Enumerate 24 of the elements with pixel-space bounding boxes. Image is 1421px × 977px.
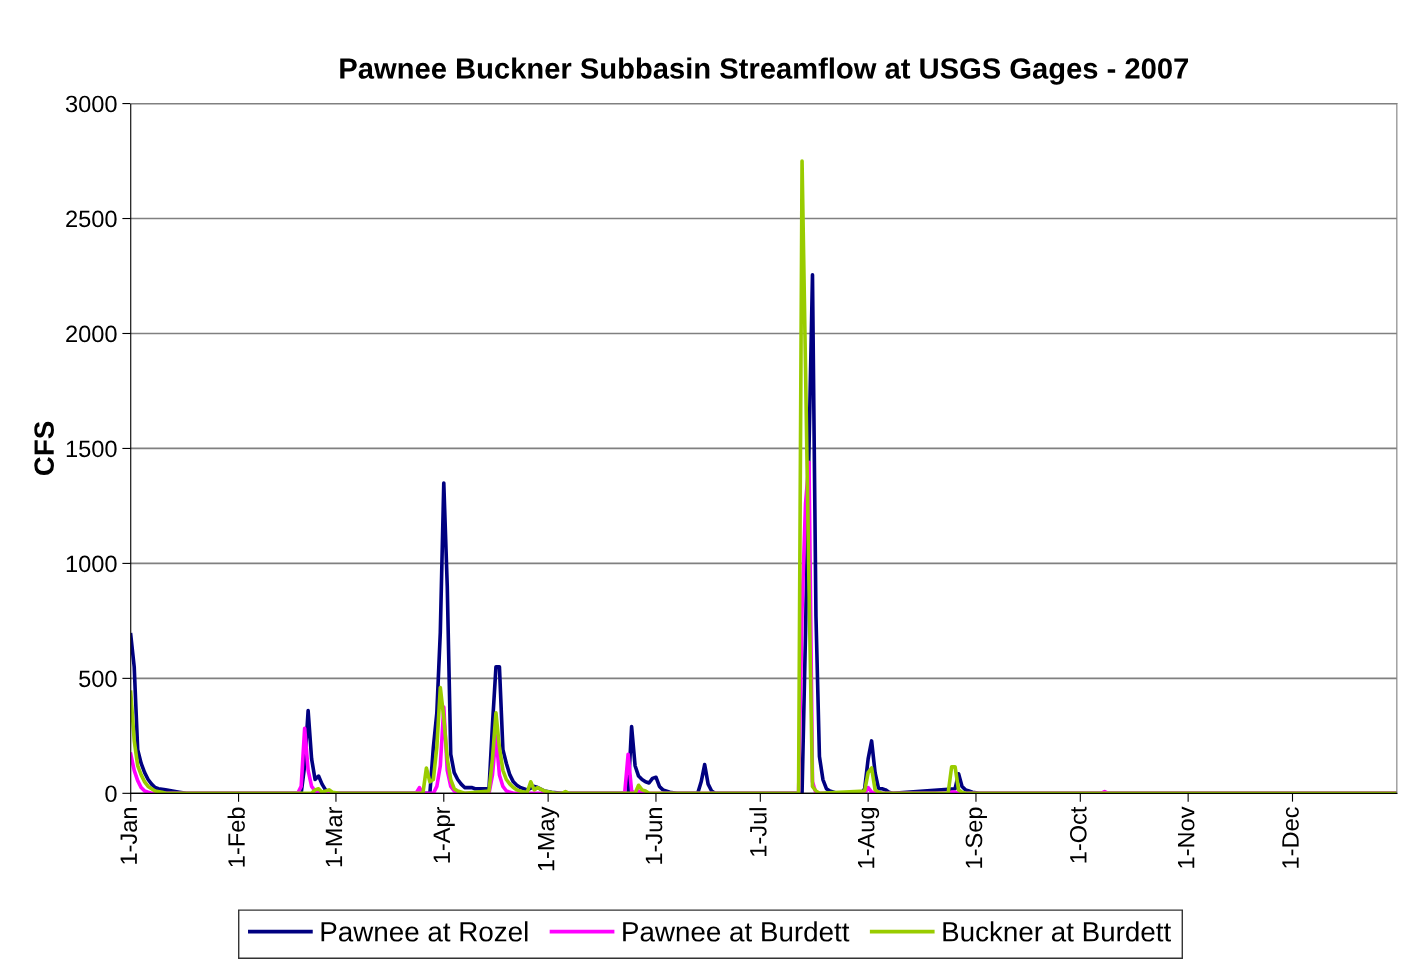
- y-tick-label: 1500: [66, 440, 117, 458]
- y-tick-label: 1000: [66, 555, 117, 573]
- y-axis-title: CFS: [34, 421, 54, 476]
- legend-label: Pawnee at Burdett: [623, 921, 850, 942]
- y-tick-label: 0: [105, 785, 117, 803]
- y-tick-label: 500: [79, 670, 117, 688]
- x-tick-label: 1-Dec: [1282, 807, 1299, 868]
- x-tick-label: 1-Mar: [325, 806, 343, 867]
- x-tick-label: 1-Nov: [1178, 806, 1195, 868]
- x-tick-label: 1-Aug: [858, 808, 880, 868]
- y-tick-label: 2000: [66, 325, 117, 343]
- x-tick-label: 1-May: [537, 806, 560, 871]
- x-tick-label: 1-Apr: [433, 806, 455, 863]
- x-tick-label: 1-Jun: [645, 808, 663, 864]
- x-tick-label: 1-Oct: [1069, 806, 1087, 863]
- y-tick-label: 3000: [65, 95, 117, 113]
- x-tick-label: 1-Jul: [749, 808, 767, 856]
- legend-label: Pawnee at Rozel: [321, 921, 528, 942]
- x-tick-label: 1-Jan: [120, 808, 138, 864]
- y-tick-label: 2500: [66, 210, 117, 228]
- chart-title: Pawnee Buckner Subbasin Streamflow at USGS Gages - 2007: [340, 57, 1189, 85]
- legend-label: Buckner at Burdett: [943, 921, 1171, 942]
- x-tick-label: 1-Sep: [965, 807, 987, 868]
- x-tick-label: 1-Feb: [227, 807, 245, 867]
